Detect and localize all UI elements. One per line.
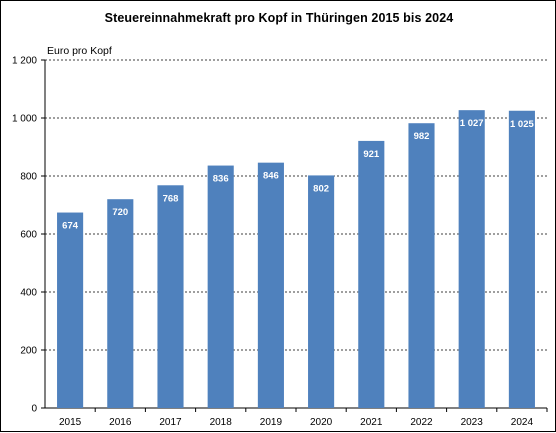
- bar: [57, 212, 84, 408]
- x-tick-label: 2017: [159, 417, 182, 428]
- data-label: 768: [163, 193, 179, 204]
- y-tick-label: 600: [20, 230, 37, 241]
- bar: [257, 162, 284, 408]
- x-tick-label: 2016: [109, 417, 132, 428]
- x-tick-label: 2023: [461, 417, 484, 428]
- y-tick-label: 200: [20, 346, 37, 357]
- data-label: 846: [263, 171, 279, 182]
- bar: [107, 199, 134, 408]
- y-tick-label: 1 000: [12, 114, 37, 125]
- data-label: 674: [62, 221, 79, 232]
- data-label: 836: [213, 174, 229, 185]
- bar: [308, 175, 335, 408]
- bar: [157, 185, 184, 408]
- data-label: 982: [414, 131, 430, 142]
- y-tick-label: 800: [20, 172, 37, 183]
- bar: [207, 165, 234, 408]
- bar: [458, 110, 485, 409]
- x-tick-label: 2019: [260, 417, 283, 428]
- bar: [408, 123, 435, 408]
- y-axis-unit-label: Euro pro Kopf: [47, 45, 112, 57]
- data-label: 921: [363, 149, 380, 160]
- x-tick-label: 2024: [511, 417, 534, 428]
- data-label: 720: [112, 207, 128, 218]
- y-tick-label: 1 200: [12, 56, 37, 67]
- x-tick-label: 2018: [210, 417, 233, 428]
- y-tick-label: 400: [20, 288, 37, 299]
- bar: [508, 110, 535, 408]
- x-tick-label: 2022: [410, 417, 433, 428]
- x-tick-label: 2021: [360, 417, 383, 428]
- chart-title: Steuereinnahmekraft pro Kopf in Thüringe…: [104, 11, 454, 25]
- data-label: 1 025: [510, 119, 534, 130]
- data-label: 1 027: [460, 118, 484, 129]
- x-tick-label: 2015: [59, 417, 82, 428]
- data-label: 802: [313, 183, 329, 194]
- x-tick-label: 2020: [310, 417, 333, 428]
- bar: [358, 140, 385, 408]
- y-tick-label: 0: [31, 404, 37, 415]
